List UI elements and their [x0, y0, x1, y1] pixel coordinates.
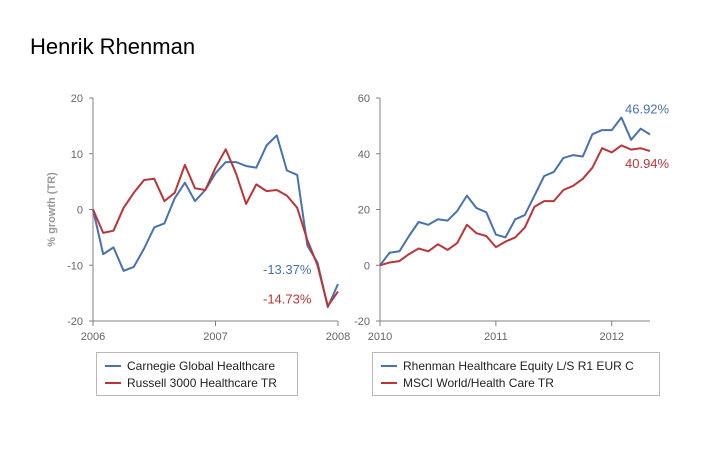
y-tick-label: 60	[358, 93, 370, 105]
x-tick-label: 2011	[484, 331, 508, 343]
legend-entry: Carnegie Global Healthcare	[105, 357, 289, 374]
series-line-0	[92, 134, 339, 309]
y-axis-title: % growth (TR)	[46, 172, 58, 247]
series-line-0	[379, 116, 651, 266]
legend-swatch	[105, 381, 121, 384]
chart-0: -20 -10 0 10 20 2006 2007 2008 % growth (TR) -13.…	[46, 93, 350, 343]
chart-legend-right: Rhenman Healthcare Equity L/S R1 EUR C MS…	[372, 352, 660, 396]
series-end-label: -14.73%	[263, 292, 312, 307]
legend-label: Rhenman Healthcare Equity L/S R1 EUR C	[403, 358, 634, 373]
legend-label: MSCI World/Health Care TR	[403, 375, 554, 390]
y-tick-label: -20	[354, 316, 370, 328]
x-tick-label: 2012	[600, 331, 624, 343]
legend-entry: Rhenman Healthcare Equity L/S R1 EUR C	[381, 357, 651, 374]
legend-swatch	[105, 364, 121, 367]
y-tick-label: 20	[71, 93, 83, 105]
series-end-label: 40.94%	[625, 156, 670, 171]
x-tick-label: 2007	[203, 331, 227, 343]
legend-swatch	[381, 381, 397, 384]
y-tick-label: -20	[67, 316, 83, 328]
y-tick-label: 10	[71, 149, 83, 161]
page-title: Henrik Rhenman	[30, 34, 196, 59]
x-tick-label: 2006	[81, 331, 105, 343]
y-tick-label: 20	[358, 205, 370, 217]
series-line-1	[92, 148, 339, 307]
legend-entry: MSCI World/Health Care TR	[381, 374, 651, 391]
series-end-label: 46.92%	[625, 101, 670, 116]
legend-label: Carnegie Global Healthcare	[127, 358, 276, 373]
legend-swatch	[381, 364, 397, 367]
y-tick-label: 0	[364, 260, 370, 272]
legend-entry: Russell 3000 Healthcare TR	[105, 374, 289, 391]
y-tick-label: 40	[358, 149, 370, 161]
y-tick-label: -10	[67, 260, 83, 272]
y-tick-label: 0	[77, 205, 83, 217]
series-end-label: -13.37%	[263, 262, 312, 277]
legend-label: Russell 3000 Healthcare TR	[127, 375, 277, 390]
chart-1: -20 0 20 40 60 2010 2011 2012 46.92% 40.94%	[354, 93, 669, 343]
chart-legend-left: Carnegie Global Healthcare Russell 3000 H…	[96, 352, 298, 396]
series-line-1	[379, 144, 651, 267]
x-tick-label: 2010	[368, 331, 392, 343]
x-tick-label: 2008	[326, 331, 350, 343]
